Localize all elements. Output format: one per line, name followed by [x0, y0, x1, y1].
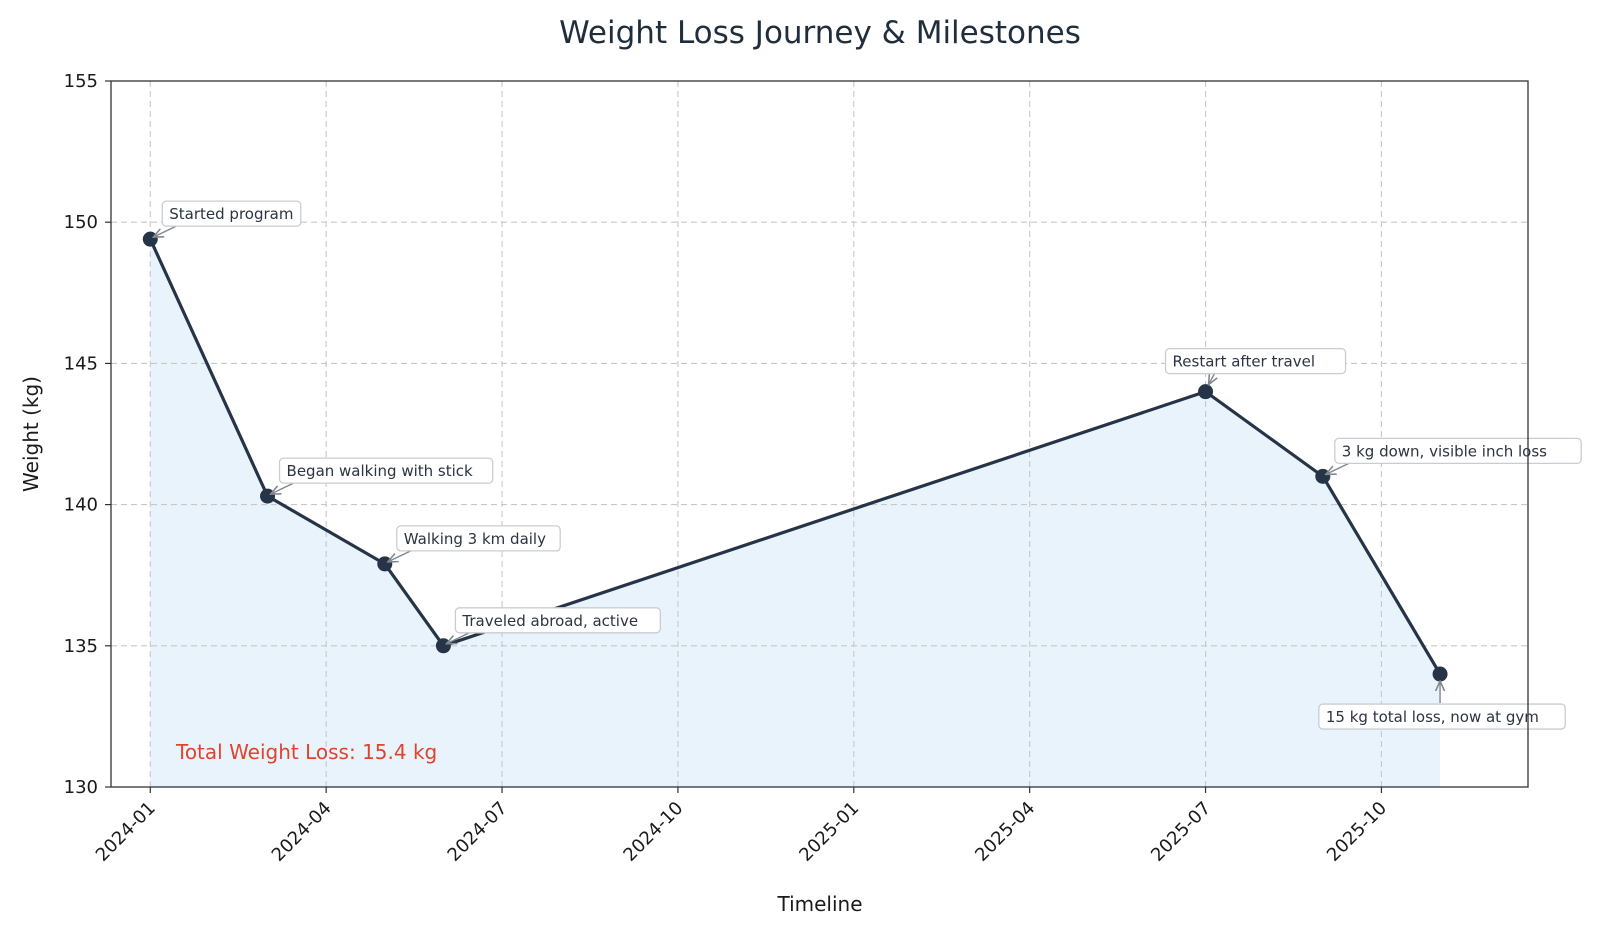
- annotation-text: Walking 3 km daily: [404, 530, 546, 548]
- annotation-box: [1318, 703, 1566, 730]
- data-point-layer: [142, 231, 1448, 682]
- data-point: [142, 231, 158, 247]
- annotation-box: [1334, 437, 1582, 465]
- data-point: [435, 638, 451, 654]
- x-tick-label: 2024-07: [444, 798, 512, 866]
- total-loss-summary: Total Weight Loss: 15.4 kg: [175, 740, 437, 764]
- annotation-arrow: [271, 482, 294, 494]
- annotation-text: Started program: [169, 205, 293, 223]
- annotation-box: [396, 525, 561, 552]
- annotation-text: Traveled abroad, active: [461, 612, 638, 630]
- x-tick-label: 2024-10: [619, 798, 687, 866]
- x-axis-ticks: 2024-01 2024-04 2024-07 2024-10 2025-01 2025-…: [92, 787, 1391, 866]
- annotation-box: [454, 607, 661, 634]
- y-axis-ticks: 130 135 140 145 150 155: [64, 71, 111, 798]
- annotation-arrow: [388, 550, 412, 562]
- area-fill: [150, 239, 1441, 788]
- x-tick-label: 2025-01: [795, 798, 863, 866]
- annotation-text: Began walking with stick: [287, 462, 473, 480]
- annotation-box: [1164, 347, 1347, 375]
- data-point: [1432, 666, 1448, 682]
- x-axis-label: Timeline: [776, 892, 862, 916]
- y-tick-label: 130: [64, 777, 98, 798]
- annotation-box: [278, 457, 494, 484]
- data-point: [377, 556, 393, 572]
- plot-frame: [110, 80, 1529, 788]
- data-point: [260, 488, 276, 504]
- y-tick-label: 150: [64, 212, 98, 233]
- annotation-text: 3 kg down, visible inch loss: [1342, 442, 1547, 460]
- x-tick-label: 2024-01: [92, 798, 160, 866]
- annotation-box: [161, 200, 302, 227]
- annotation-layer: Started program Began walking with stick W…: [153, 200, 1582, 730]
- x-tick-label: 2025-04: [971, 798, 1039, 866]
- annotation-text: Restart after travel: [1173, 353, 1315, 371]
- annotation-arrow: [153, 225, 177, 237]
- x-tick-label: 2025-07: [1147, 798, 1215, 866]
- data-point: [1198, 384, 1214, 400]
- x-tick-label: 2024-04: [268, 798, 336, 866]
- data-point: [1315, 468, 1331, 484]
- y-tick-label: 155: [64, 71, 98, 92]
- annotation-arrow: [1326, 462, 1350, 474]
- annotation-text: 15 kg total loss, now at gym: [1326, 708, 1539, 726]
- x-tick-label: 2025-10: [1323, 798, 1391, 866]
- chart-title: Weight Loss Journey & Milestones: [559, 15, 1081, 51]
- y-axis-label: Weight (kg): [19, 376, 43, 492]
- annotation-arrow: [446, 632, 470, 644]
- y-tick-label: 145: [64, 353, 98, 374]
- y-tick-label: 135: [64, 636, 98, 657]
- area-fill-layer: [150, 239, 1441, 788]
- y-tick-label: 140: [64, 495, 98, 516]
